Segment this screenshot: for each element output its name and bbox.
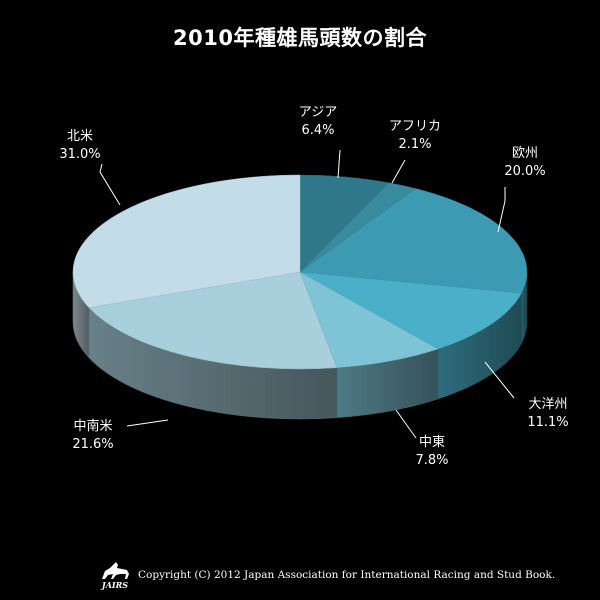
slice-label-1: アフリカ	[389, 119, 441, 134]
slice-label-2: 欧州	[512, 146, 538, 161]
jairs-logo: JAIRS	[98, 561, 132, 589]
leader-line-1	[391, 159, 406, 184]
slice-label-4: 中東	[419, 434, 445, 450]
slice-label-3: 大洋州	[528, 397, 567, 412]
pie-slice-5	[88, 271, 338, 370]
slice-value-1: 2.1%	[398, 137, 431, 152]
copyright-text: Copyright (C) 2012 Japan Association for…	[138, 569, 556, 581]
leader-line-6	[99, 163, 121, 206]
leader-line-0	[337, 149, 341, 179]
slice-value-6: 31.0%	[59, 147, 100, 162]
pie-slice-3	[299, 271, 522, 350]
horse-icon	[102, 562, 129, 579]
pie-slice-2	[299, 188, 528, 294]
chart-title: 2010年種雄馬頭数の割合	[173, 26, 427, 50]
slice-label-5: 中南米	[73, 418, 112, 434]
footer: JAIRS Copyright (C) 2012 Japan Associati…	[98, 560, 555, 590]
pie-slice-4	[299, 271, 439, 368]
slice-value-5: 21.6%	[72, 437, 113, 452]
leader-line-2	[497, 187, 506, 233]
slice-value-3: 11.1%	[527, 415, 568, 430]
slice-value-0: 6.4%	[301, 123, 334, 138]
slice-label-6: 北米	[67, 129, 93, 144]
leader-line-3	[484, 361, 515, 399]
slice-label-0: アジア	[299, 105, 337, 120]
pie-slice-6	[72, 174, 301, 308]
leader-line-4	[395, 409, 417, 439]
slice-value-4: 7.8%	[415, 453, 448, 468]
slice-value-2: 20.0%	[504, 164, 545, 179]
leader-line-5	[126, 419, 169, 427]
logo-text: JAIRS	[101, 580, 129, 590]
